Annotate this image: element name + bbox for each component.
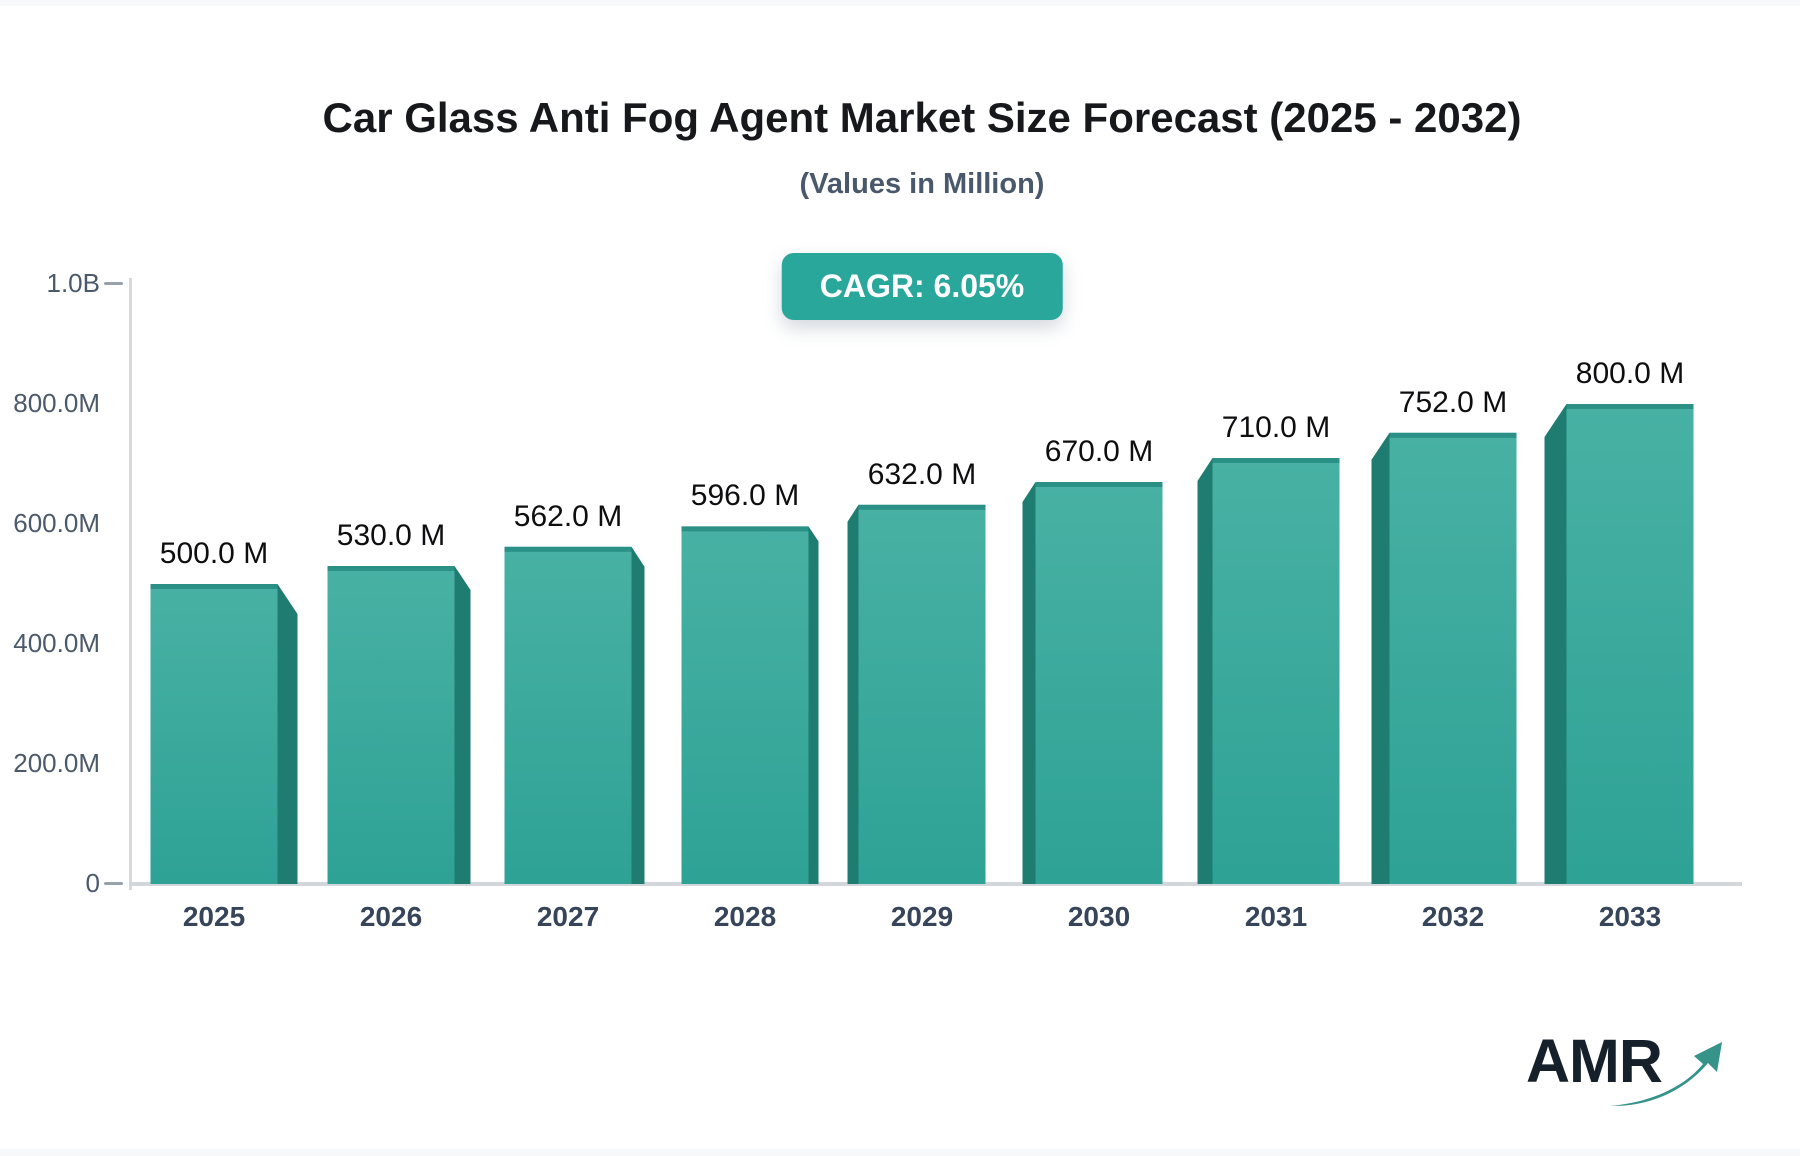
x-axis-label: 2028 [713, 901, 777, 932]
bar-top-edge [150, 584, 278, 589]
bar-side-panel [1371, 432, 1390, 884]
y-axis-line [129, 278, 132, 890]
bar-side-panel [808, 526, 819, 884]
bar-value-label: 670.0 M [1044, 435, 1154, 468]
bar [327, 566, 455, 884]
y-axis-label: 800.0M [13, 388, 100, 418]
bar-side-panel [277, 584, 298, 884]
bar-top-edge [504, 546, 632, 552]
amr-logo-text: AMR [1526, 1027, 1663, 1095]
x-axis-label: 2031 [1244, 901, 1308, 932]
y-axis-tick [104, 282, 123, 285]
x-axis-label: 2027 [536, 901, 600, 932]
y-axis-label: 1.0B [46, 268, 101, 298]
bar-top-edge [327, 566, 455, 571]
bar-side-panel [1022, 482, 1036, 884]
bar-top-edge [1035, 482, 1163, 487]
bar-top-edge [1566, 404, 1694, 409]
bar [1035, 482, 1163, 884]
bar-value-label: 562.0 M [513, 499, 623, 533]
chart-subtitle: (Values in Million) [799, 168, 1045, 200]
bar [1389, 432, 1517, 884]
y-axis-label: 400.0M [13, 628, 100, 658]
bar-value-label: 632.0 M [867, 457, 977, 491]
x-axis-label: 2032 [1421, 901, 1485, 932]
bar [681, 526, 809, 884]
y-axis-label: 600.0M [13, 508, 100, 538]
bar-side-panel [847, 504, 859, 884]
chart-title: Car Glass Anti Fog Agent Market Size For… [322, 94, 1522, 141]
y-axis-label: 200.0M [13, 748, 100, 778]
bar-value-label: 530.0 M [336, 519, 446, 552]
bar-value-label: 752.0 M [1398, 385, 1508, 419]
bar-top-edge [1389, 432, 1517, 438]
growth-arrow-icon [1610, 1042, 1722, 1107]
bar-side-panel [631, 546, 645, 884]
bar [1212, 458, 1340, 884]
bar-value-label: 710.0 M [1221, 411, 1331, 444]
bar-value-label: 800.0 M [1575, 357, 1685, 390]
x-axis-label: 2030 [1067, 901, 1131, 932]
x-axis-label: 2026 [359, 901, 423, 932]
x-axis-label: 2025 [182, 901, 246, 932]
bar-side-panel [454, 566, 471, 884]
cagr-badge: CAGR: 6.05% [781, 253, 1063, 320]
bar-side-panel [1544, 404, 1567, 884]
x-axis-label: 2033 [1598, 901, 1662, 932]
bar-side-panel [1197, 458, 1213, 884]
bottom-edge-strip [0, 1149, 1800, 1156]
y-axis-label: 0 [85, 868, 100, 898]
bar-value-label: 596.0 M [690, 479, 800, 513]
bar [858, 504, 986, 884]
bar [1566, 404, 1694, 884]
y-axis-tick [104, 882, 123, 885]
bar [150, 584, 278, 884]
bar-top-edge [1212, 458, 1340, 463]
top-edge-strip [0, 0, 1800, 6]
amr-logo: AMR [1526, 1030, 1726, 1120]
bar-value-label: 500.0 M [159, 537, 269, 570]
bar [504, 546, 632, 884]
x-axis-label: 2029 [890, 901, 954, 932]
bar-top-edge [681, 526, 809, 532]
bar-top-edge [858, 504, 986, 510]
